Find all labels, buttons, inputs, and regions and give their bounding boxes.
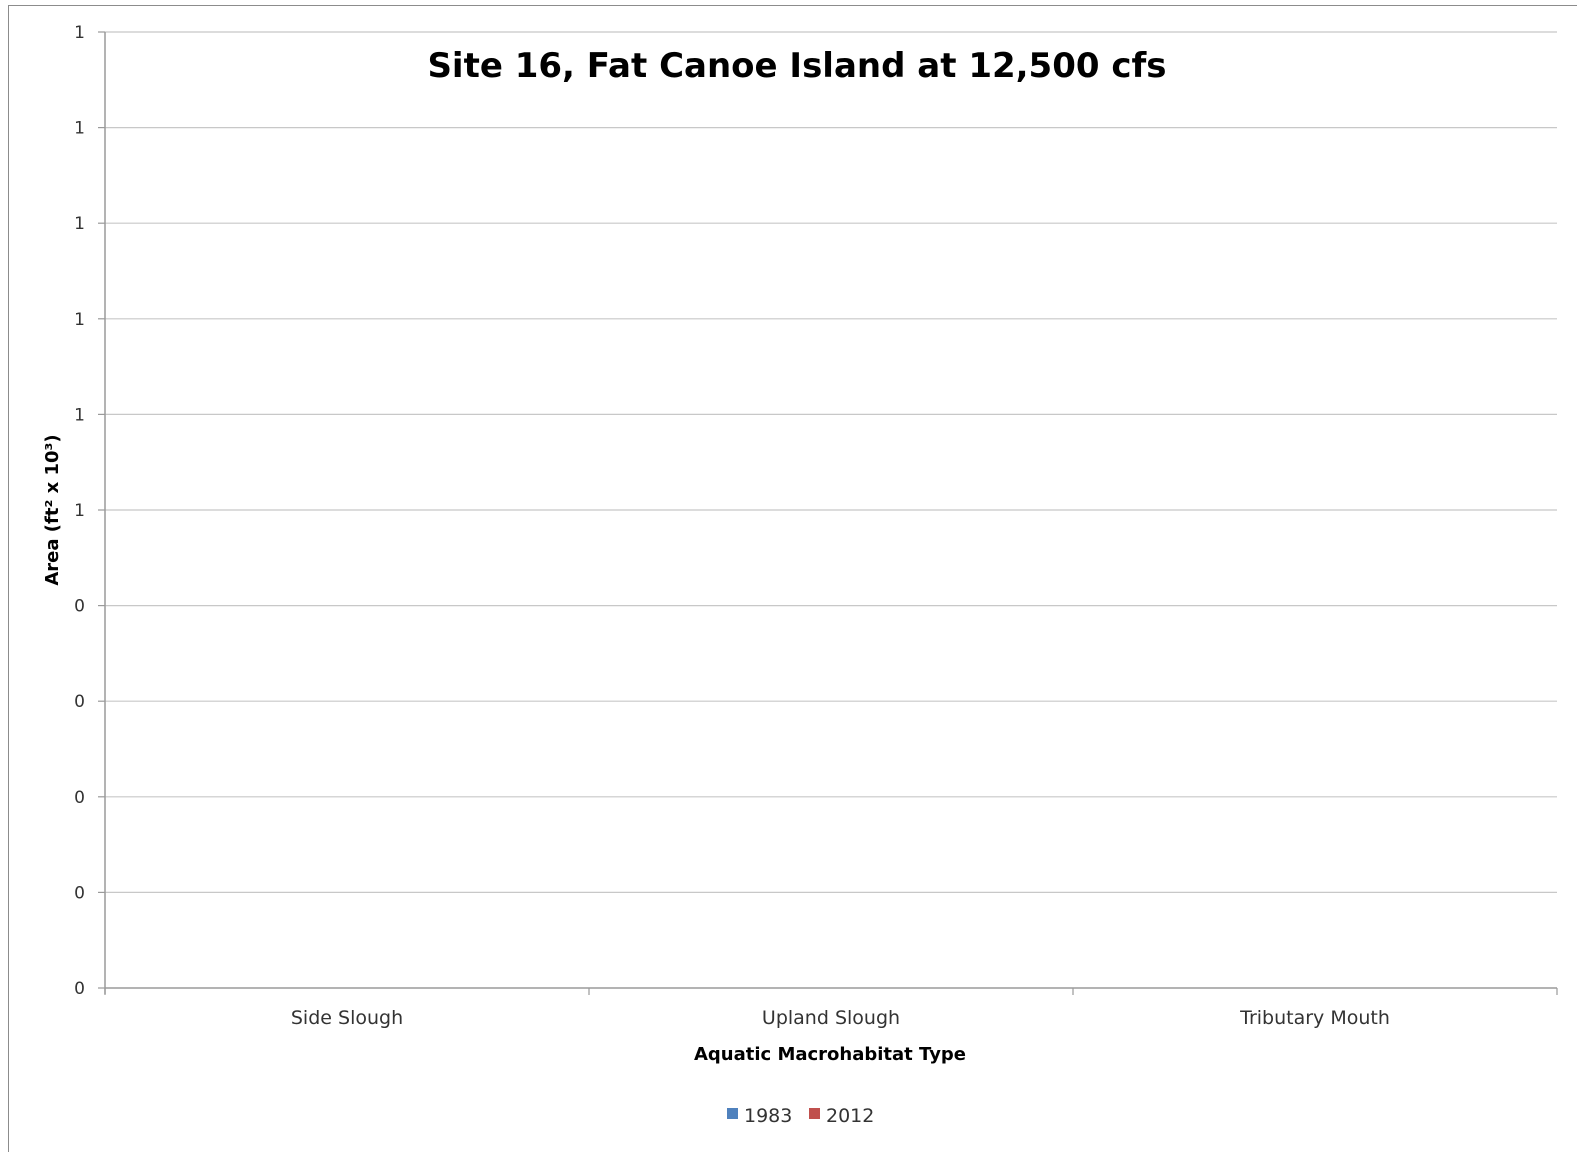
y-tick-label: 1: [74, 119, 85, 139]
legend-label: 2012: [826, 1105, 874, 1127]
x-axis-title: Aquatic Macrohabitat Type: [694, 1044, 966, 1065]
y-tick-label: 1: [74, 501, 85, 521]
gridlines: [105, 31, 1557, 894]
x-axis-ticks: Side Slough Upland Slough Tributary Mouth: [104, 988, 1558, 1029]
y-tick-label: 0: [74, 883, 85, 903]
x-tick-label: Side Slough: [291, 1007, 403, 1029]
y-tick-label: 0: [74, 788, 85, 808]
y-tick-label: 1: [74, 23, 85, 43]
chart-frame: [8, 5, 1577, 1152]
legend-swatch: [727, 1108, 738, 1119]
y-tick-label: 0: [74, 692, 85, 712]
legend-swatch: [809, 1108, 820, 1119]
y-tick-label: 0: [74, 979, 85, 999]
y-tick-label: 1: [74, 310, 85, 330]
y-axis-title: Area (ft² x 10³): [42, 434, 63, 585]
y-tick-label: 1: [74, 405, 85, 425]
y-axis-ticks: 0 0 0 0 0 1 1 1 1 1 1: [74, 23, 105, 999]
y-tick-label: 0: [74, 597, 85, 617]
x-tick-label: Upland Slough: [762, 1007, 900, 1029]
legend: 1983 2012: [727, 1105, 874, 1127]
chart-title: Site 16, Fat Canoe Island at 12,500 cfs: [427, 46, 1166, 86]
y-tick-label: 1: [74, 214, 85, 234]
x-tick-label: Tributary Mouth: [1239, 1007, 1390, 1029]
legend-label: 1983: [744, 1105, 792, 1127]
